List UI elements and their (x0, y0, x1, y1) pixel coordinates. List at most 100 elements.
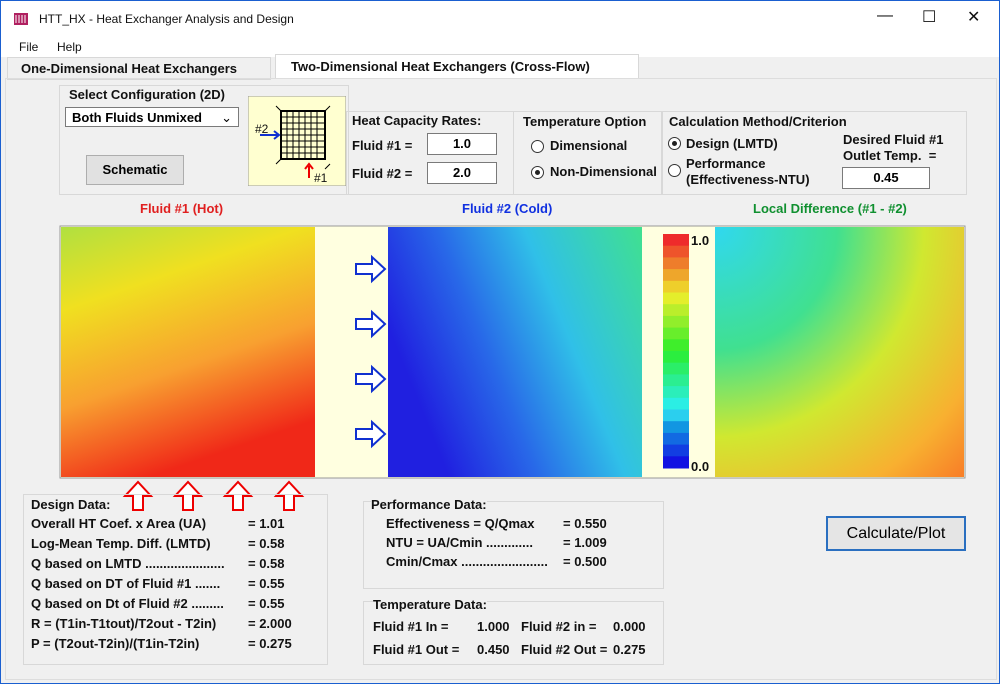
data-text: = 0.55 (248, 596, 285, 611)
colorbar-step (663, 409, 689, 422)
window-title: HTT_HX - Heat Exchanger Analysis and Des… (39, 12, 294, 26)
label: Calculation Method/Criterion (669, 114, 847, 129)
colorbar-step (663, 456, 689, 469)
data-text: Q based on DT of Fluid #1 ....... (31, 576, 221, 591)
colorbar-step (663, 280, 689, 293)
calculate-button[interactable]: Calculate/Plot (826, 516, 966, 551)
group-title: Temperature Data: (373, 597, 487, 612)
colorbar-step (663, 245, 689, 258)
config-select[interactable]: Both Fluids Unmixed ⌄ (65, 107, 239, 127)
data-text: 0.000 (613, 619, 646, 634)
colorbar-step (663, 432, 689, 446)
colorbar-step (663, 257, 689, 270)
radio-label[interactable]: Performance (686, 156, 766, 171)
colorbar-step (663, 374, 689, 387)
label: Fluid #1 = (352, 138, 413, 153)
icon-label: #2 (255, 122, 269, 136)
label: Temperature Option (523, 114, 647, 129)
data-text: = 0.550 (563, 516, 607, 531)
plot-title: Local Difference (#1 - #2) (753, 201, 907, 216)
data-text: P = (T2out-T2in)/(T1in-T2in) (31, 636, 200, 651)
app-icon (14, 13, 28, 25)
minimize-button[interactable]: — (877, 7, 893, 24)
radio[interactable] (668, 137, 681, 150)
menu-item[interactable]: Help (57, 40, 82, 54)
data-text: = 0.55 (248, 576, 285, 591)
data-text: Log-Mean Temp. Diff. (LMTD) (31, 536, 211, 551)
data-text: Fluid #1 Out = (373, 642, 460, 657)
data-text: NTU = UA/Cmin ............. (386, 535, 533, 550)
label: Desired Fluid #1 (843, 132, 944, 147)
group-box (59, 85, 349, 195)
radio[interactable] (531, 166, 544, 179)
menu-bar (1, 37, 999, 57)
group-box (23, 494, 328, 665)
group-box (661, 111, 967, 195)
colorbar-step (663, 269, 689, 282)
plot-title: Fluid #2 (Cold) (462, 201, 553, 216)
data-text: Fluid #1 In = (373, 619, 449, 634)
text-input[interactable]: 0.45 (842, 167, 930, 189)
colorbar (663, 234, 689, 469)
colorbar-step (663, 362, 689, 375)
colorbar-step (663, 315, 689, 329)
colorbar-step (663, 304, 689, 317)
colorbar-label: 0.0 (691, 459, 710, 474)
data-text: 0.275 (613, 642, 646, 657)
label: Heat Capacity Rates: (352, 113, 482, 128)
tab-label[interactable]: Two-Dimensional Heat Exchangers (Cross-F… (291, 59, 590, 74)
colorbar-step (663, 327, 689, 340)
schematic-button[interactable]: Schematic (86, 155, 184, 185)
data-text: = 1.009 (563, 535, 607, 550)
contour-difference (715, 227, 964, 477)
plot-title: Fluid #1 (Hot) (140, 201, 224, 216)
group-title: Design Data: (31, 497, 111, 512)
data-text: Effectiveness = Q/Qmax (386, 516, 535, 531)
data-text: = 0.500 (563, 554, 607, 569)
maximize-button[interactable]: ☐ (922, 9, 937, 26)
group-box (363, 601, 664, 665)
data-text: = 0.58 (248, 556, 285, 571)
data-text: Q based on Dt of Fluid #2 ......... (31, 596, 224, 611)
tab-active[interactable] (275, 54, 639, 79)
data-text: Q based on LMTD ...................... (31, 556, 225, 571)
colorbar-step (663, 339, 689, 352)
data-text: Fluid #2 Out = (521, 642, 608, 657)
title-bar (1, 1, 999, 37)
colorbar-step (663, 397, 689, 410)
group-title: Performance Data: (371, 497, 487, 512)
menu-item[interactable]: File (19, 40, 39, 54)
text-input[interactable]: 1.0 (427, 133, 497, 155)
radio-label[interactable]: Design (LMTD) (686, 136, 778, 151)
radio[interactable] (668, 164, 681, 177)
data-text: = 1.01 (248, 516, 285, 531)
label: Outlet Temp. = (843, 148, 937, 163)
group-box (513, 111, 663, 195)
radio-label[interactable]: Non-Dimensional (550, 164, 657, 179)
colorbar-step (663, 234, 689, 247)
text-input[interactable]: 2.0 (427, 162, 497, 184)
colorbar-step (663, 421, 689, 434)
data-text: Cmin/Cmax ........................ (386, 554, 548, 569)
close-button[interactable]: ✕ (967, 9, 981, 26)
label: Fluid #2 = (352, 166, 413, 181)
schematic-icon (248, 96, 346, 186)
colorbar-step (663, 292, 689, 305)
radio-label[interactable]: Dimensional (550, 138, 628, 153)
data-text: = 0.58 (248, 536, 285, 551)
contour-cold (388, 227, 642, 477)
data-text: Fluid #2 in = (521, 619, 597, 634)
label: Select Configuration (2D) (69, 87, 226, 102)
contour-hot (61, 227, 315, 477)
tab-label[interactable]: One-Dimensional Heat Exchangers (21, 61, 238, 76)
data-text: Overall HT Coef. x Area (UA) (31, 516, 207, 531)
tab-page (5, 78, 997, 680)
group-box (363, 501, 664, 589)
data-text: 0.450 (477, 642, 510, 657)
colorbar-step (663, 444, 689, 457)
colorbar-step (663, 386, 689, 399)
radio[interactable] (531, 140, 544, 153)
radio-label[interactable]: (Effectiveness-NTU) (686, 172, 810, 187)
tab[interactable] (7, 57, 271, 80)
